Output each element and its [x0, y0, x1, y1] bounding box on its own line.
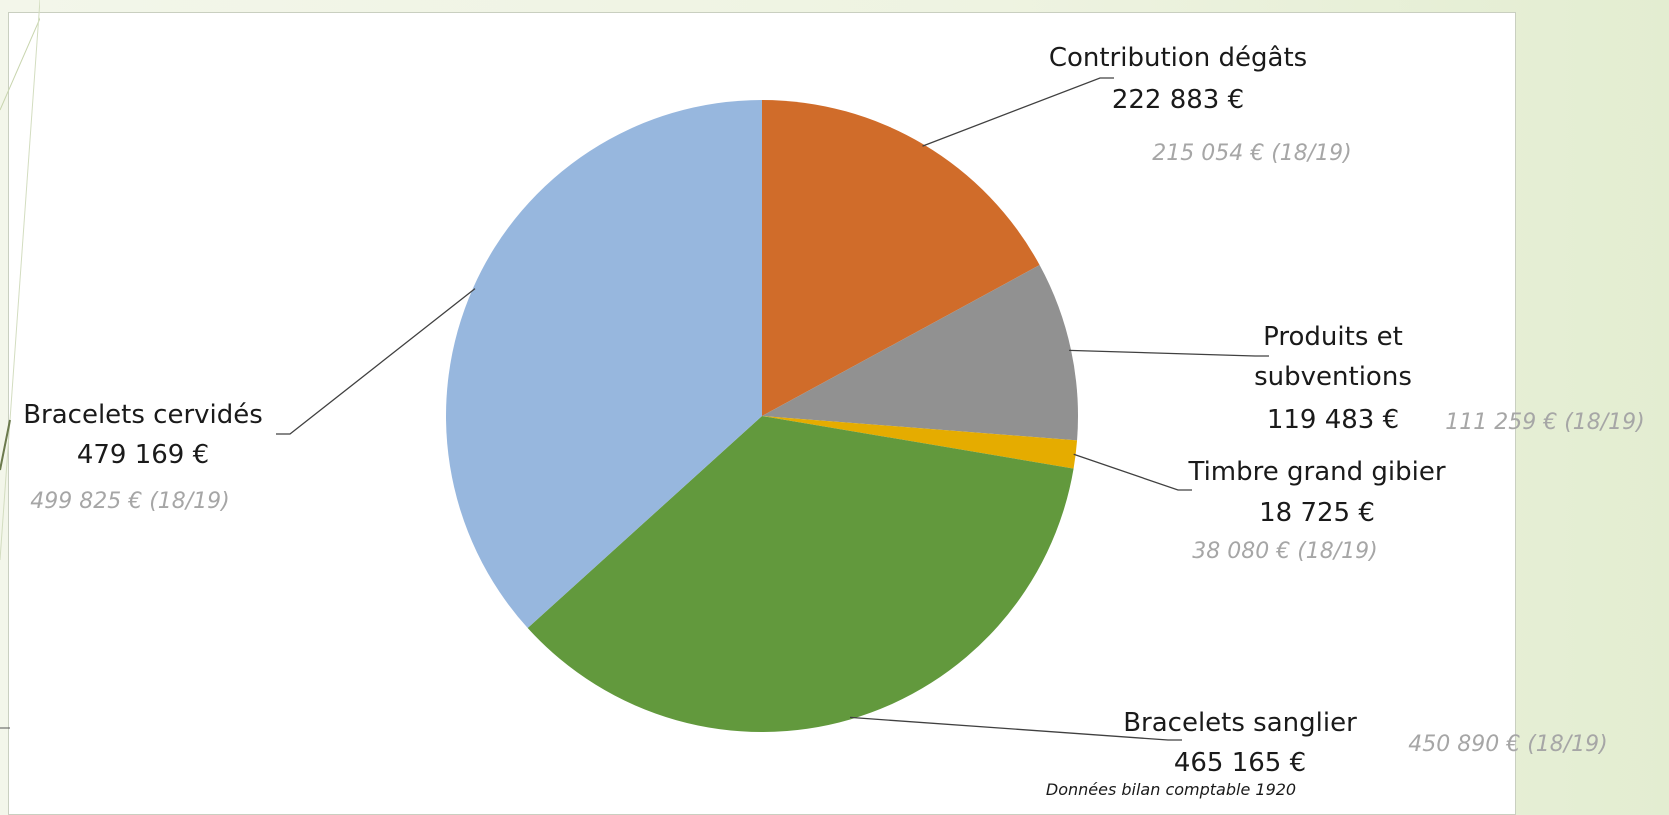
leader-line-produits-et-subventions	[1069, 349, 1269, 357]
pie-slice-bracelets-cervides	[446, 100, 762, 629]
slice-label-produits-et-subventions: Produits et	[1263, 322, 1403, 352]
slice-value-bracelets-sanglier: 465 165 €	[1174, 748, 1306, 778]
previous-value-produits-et-subventions: 111 259 € (18/19)	[1445, 410, 1645, 435]
slice-value-timbre-grand-gibier: 18 725 €	[1259, 498, 1375, 528]
slice-value-bracelets-cervides: 479 169 €	[77, 440, 209, 470]
slice-value-contribution-degats: 222 883 €	[1112, 85, 1244, 115]
slide-decoration	[0, 0, 40, 729]
previous-value-bracelets-sanglier: 450 890 € (18/19)	[1408, 732, 1608, 757]
pie-slice-produits-et-subventions	[762, 265, 1078, 441]
leader-line-bracelets-cervides	[276, 288, 476, 435]
slice-label-timbre-grand-gibier: Timbre grand gibier	[1187, 457, 1445, 487]
pie-slice-timbre-grand-gibier	[762, 416, 1078, 469]
slice-label-contribution-degats: Contribution dégâts	[1049, 43, 1307, 73]
leader-lines	[276, 77, 1269, 741]
previous-value-contribution-degats: 215 054 € (18/19)	[1152, 141, 1352, 166]
previous-value-timbre-grand-gibier: 38 080 € (18/19)	[1192, 539, 1378, 564]
pie-slice-contribution-degats	[762, 100, 1040, 416]
slice-labels: Contribution dégâts 222 883 € 215 054 € (1…	[23, 43, 1645, 778]
slice-label-bracelets-sanglier: Bracelets sanglier	[1123, 708, 1357, 738]
leader-line-contribution-degats	[922, 77, 1114, 147]
pie-slices	[446, 100, 1078, 732]
leader-line-bracelets-sanglier	[849, 716, 1182, 741]
slice-label-produits-et-subventions: subventions	[1254, 362, 1412, 392]
slice-value-produits-et-subventions: 119 483 €	[1267, 405, 1399, 435]
source-note: Données bilan comptable 1920	[1046, 780, 1296, 799]
pie-slice-bracelets-sanglier	[527, 416, 1074, 732]
previous-value-bracelets-cervides: 499 825 € (18/19)	[30, 489, 230, 514]
leader-line-timbre-grand-gibier	[1073, 453, 1192, 491]
slice-label-bracelets-cervides: Bracelets cervidés	[23, 400, 263, 430]
